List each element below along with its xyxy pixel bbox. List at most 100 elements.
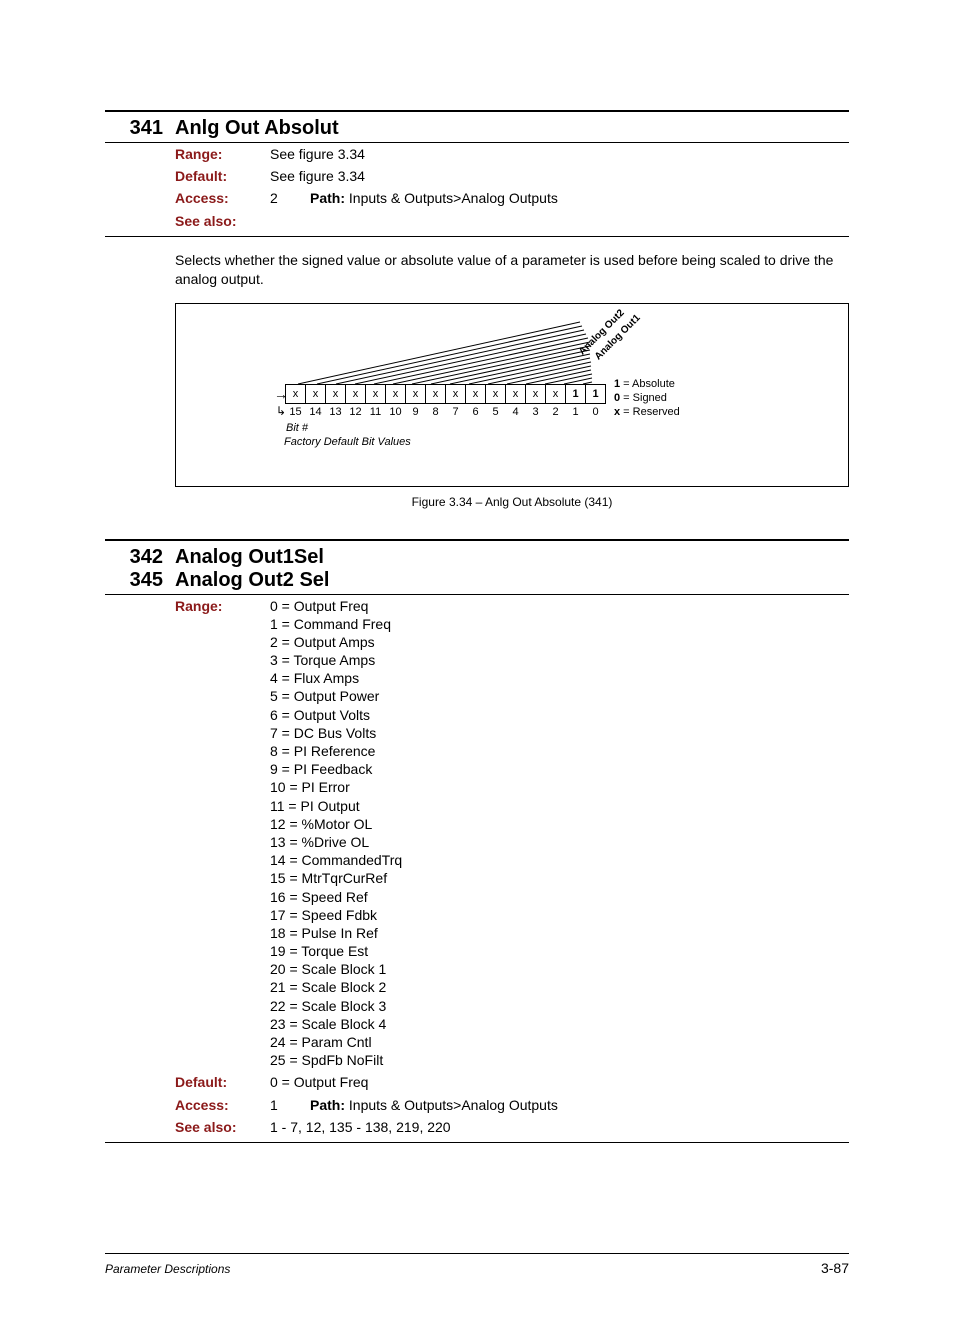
bit-cell: x bbox=[525, 384, 546, 404]
bit-number-row: 1514131211109876543210 bbox=[286, 404, 606, 420]
range-item: 14 = CommandedTrq bbox=[270, 851, 558, 869]
legend-row: x = Reserved bbox=[614, 405, 680, 419]
page-footer: Parameter Descriptions 3-87 bbox=[0, 1260, 954, 1336]
bit-cell: 1 bbox=[565, 384, 586, 404]
range-label: Range: bbox=[175, 143, 270, 165]
table-row: See also: 1 - 7, 12, 135 - 138, 219, 220 bbox=[175, 1116, 558, 1138]
range-list: 0 = Output Freq1 = Command Freq2 = Outpu… bbox=[270, 597, 558, 1070]
table-row: Default: 0 = Output Freq bbox=[175, 1071, 558, 1093]
range-value: 0 = Output Freq1 = Command Freq2 = Outpu… bbox=[270, 595, 558, 1072]
bit-hash-label: Bit # bbox=[286, 422, 308, 434]
bit-cell: x bbox=[385, 384, 406, 404]
range-item: 21 = Scale Block 2 bbox=[270, 978, 558, 996]
range-item: 20 = Scale Block 1 bbox=[270, 960, 558, 978]
bit-number-cell: 7 bbox=[445, 404, 466, 420]
bit-diagram-figure: Analog Out2 Analog Out1 → ↳ xxxxxxxxxxxx… bbox=[175, 303, 849, 487]
bit-number-cell: 2 bbox=[545, 404, 566, 420]
path-value: Inputs & Outputs>Analog Outputs bbox=[349, 190, 558, 206]
range-item: 1 = Command Freq bbox=[270, 615, 558, 633]
range-item: 8 = PI Reference bbox=[270, 742, 558, 760]
bit-cell: x bbox=[465, 384, 486, 404]
range-item: 13 = %Drive OL bbox=[270, 833, 558, 851]
bit-cell: x bbox=[345, 384, 366, 404]
bit-cell: x bbox=[285, 384, 306, 404]
see-also-label: See also: bbox=[175, 1116, 270, 1138]
range-item: 9 = PI Feedback bbox=[270, 760, 558, 778]
rule bbox=[105, 236, 849, 237]
path-cell: Path: Inputs & Outputs>Analog Outputs bbox=[310, 187, 558, 209]
see-also-label: See also: bbox=[175, 210, 270, 232]
bit-cell: x bbox=[405, 384, 426, 404]
legend-row: 0 = Signed bbox=[614, 391, 680, 405]
range-item: 24 = Param Cntl bbox=[270, 1033, 558, 1051]
path-label: Path: bbox=[310, 1097, 349, 1113]
bit-number-cell: 9 bbox=[405, 404, 426, 420]
default-value: See figure 3.34 bbox=[270, 165, 558, 187]
path-value: Inputs & Outputs>Analog Outputs bbox=[349, 1097, 558, 1113]
table-row: Range: See figure 3.34 bbox=[175, 143, 558, 165]
bit-cell: x bbox=[545, 384, 566, 404]
legend-row: 1 = Absolute bbox=[614, 377, 680, 391]
table-row: Access: 1 Path: Inputs & Outputs>Analog … bbox=[175, 1094, 558, 1116]
param-title-line: Analog Out2 Sel bbox=[175, 569, 329, 592]
rule bbox=[105, 110, 849, 112]
bit-number-cell: 1 bbox=[565, 404, 586, 420]
bit-number-cell: 4 bbox=[505, 404, 526, 420]
table-row: Default: See figure 3.34 bbox=[175, 165, 558, 187]
access-value: 2 bbox=[270, 187, 310, 209]
range-label: Range: bbox=[175, 595, 270, 1072]
meta-table: Range: 0 = Output Freq1 = Command Freq2 … bbox=[175, 595, 558, 1138]
range-item: 10 = PI Error bbox=[270, 778, 558, 796]
bit-cell: x bbox=[505, 384, 526, 404]
param-title-row: 341 Anlg Out Absolut bbox=[105, 114, 849, 142]
see-also-value bbox=[270, 210, 558, 232]
table-row: See also: bbox=[175, 210, 558, 232]
range-item: 22 = Scale Block 3 bbox=[270, 997, 558, 1015]
range-item: 3 = Torque Amps bbox=[270, 651, 558, 669]
page-number: 3-87 bbox=[821, 1260, 849, 1276]
param-title-row: 342 345 Analog Out1Sel Analog Out2 Sel bbox=[105, 543, 849, 594]
bit-cell: x bbox=[425, 384, 446, 404]
param-number: 341 bbox=[105, 117, 175, 140]
bit-number-cell: 5 bbox=[485, 404, 506, 420]
bit-number-cell: 15 bbox=[285, 404, 306, 420]
bit-grid: xxxxxxxxxxxxxx11 1514131211109876543210 bbox=[286, 384, 606, 420]
range-value: See figure 3.34 bbox=[270, 143, 558, 165]
bit-number-cell: 12 bbox=[345, 404, 366, 420]
bit-number-cell: 0 bbox=[585, 404, 606, 420]
range-item: 12 = %Motor OL bbox=[270, 815, 558, 833]
default-label: Default: bbox=[175, 165, 270, 187]
bit-number-cell: 10 bbox=[385, 404, 406, 420]
range-item: 23 = Scale Block 4 bbox=[270, 1015, 558, 1033]
bit-cell: x bbox=[305, 384, 326, 404]
rule bbox=[105, 539, 849, 541]
bit-number-cell: 13 bbox=[325, 404, 346, 420]
access-label: Access: bbox=[175, 1094, 270, 1116]
table-row: Access: 2 Path: Inputs & Outputs>Analog … bbox=[175, 187, 558, 209]
bit-number-cell: 6 bbox=[465, 404, 486, 420]
param-title-line: Analog Out1Sel bbox=[175, 546, 329, 569]
param-title: Analog Out1Sel Analog Out2 Sel bbox=[175, 546, 329, 592]
param-number: 342 345 bbox=[105, 546, 175, 592]
footer-title: Parameter Descriptions bbox=[105, 1262, 230, 1276]
table-row: Range: 0 = Output Freq1 = Command Freq2 … bbox=[175, 595, 558, 1072]
bit-number-cell: 3 bbox=[525, 404, 546, 420]
range-item: 11 = PI Output bbox=[270, 797, 558, 815]
range-item: 16 = Speed Ref bbox=[270, 888, 558, 906]
bit-cell: x bbox=[485, 384, 506, 404]
meta-table: Range: See figure 3.34 Default: See figu… bbox=[175, 143, 558, 232]
param-342-345-block: 342 345 Analog Out1Sel Analog Out2 Sel R… bbox=[105, 539, 849, 1143]
bit-cell: 1 bbox=[585, 384, 606, 404]
fan-lines-icon bbox=[290, 314, 600, 388]
param-number-value: 342 bbox=[105, 546, 163, 569]
see-also-value: 1 - 7, 12, 135 - 138, 219, 220 bbox=[270, 1116, 558, 1138]
footer-rule bbox=[105, 1253, 849, 1254]
range-item: 4 = Flux Amps bbox=[270, 669, 558, 687]
range-item: 25 = SpdFb NoFilt bbox=[270, 1051, 558, 1069]
factory-default-label: Factory Default Bit Values bbox=[284, 436, 411, 448]
param-number-value: 345 bbox=[105, 569, 163, 592]
param-341-block: 341 Anlg Out Absolut Range: See figure 3… bbox=[105, 110, 849, 509]
range-item: 2 = Output Amps bbox=[270, 633, 558, 651]
range-item: 19 = Torque Est bbox=[270, 942, 558, 960]
range-item: 18 = Pulse In Ref bbox=[270, 924, 558, 942]
